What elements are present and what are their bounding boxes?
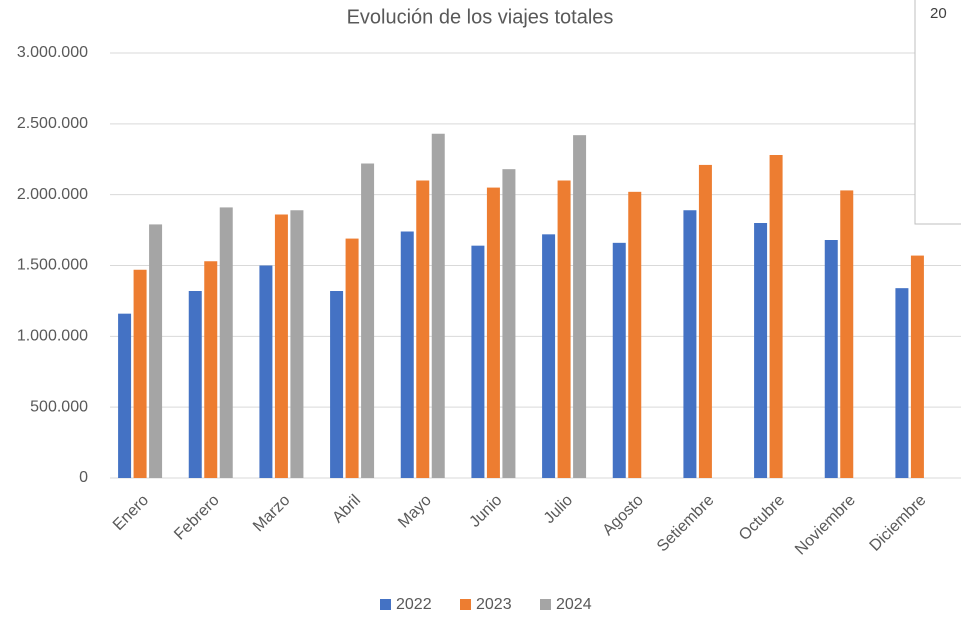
bar [431, 133, 445, 478]
x-tick-label: Febrero [171, 492, 223, 544]
bar [840, 190, 854, 478]
bar [259, 265, 273, 478]
x-tick-label: Noviembre [792, 492, 859, 559]
y-tick-label: 2.500.000 [17, 115, 88, 132]
y-tick-label: 0 [79, 469, 88, 486]
legend-swatch [380, 599, 391, 610]
bar [400, 231, 414, 478]
bar [557, 180, 571, 478]
legend-label: 2023 [476, 596, 512, 613]
bar [502, 169, 516, 478]
legend-swatch [460, 599, 471, 610]
bar [769, 155, 783, 478]
bar [612, 242, 626, 478]
bar [683, 210, 697, 478]
overlay-text: 20 [930, 5, 947, 22]
bar [573, 135, 587, 478]
bar [219, 207, 233, 478]
legend-swatch [540, 599, 551, 610]
bar [698, 164, 712, 478]
y-tick-label: 2.000.000 [17, 186, 88, 203]
bar [895, 288, 909, 478]
legend-label: 2022 [396, 596, 432, 613]
bar [118, 313, 132, 478]
x-tick-label: Diciembre [867, 492, 930, 555]
x-tick-label: Enero [110, 492, 152, 534]
bar [361, 163, 375, 478]
legend-label: 2024 [556, 596, 592, 613]
bar [754, 223, 768, 478]
x-tick-label: Octubre [736, 492, 788, 544]
bar [188, 291, 202, 478]
x-tick-label: Setiembre [654, 492, 718, 556]
y-tick-label: 1.500.000 [17, 257, 88, 274]
x-tick-label: Marzo [250, 492, 294, 536]
x-tick-label: Abril [329, 492, 364, 527]
bar [149, 224, 163, 478]
bar [542, 234, 556, 478]
bar [824, 240, 838, 478]
y-tick-label: 500.000 [30, 398, 88, 415]
bar [290, 210, 304, 478]
bar [486, 187, 500, 479]
bar [330, 291, 344, 478]
y-tick-label: 1.000.000 [17, 328, 88, 345]
x-tick-label: Agosto [600, 492, 647, 539]
bar [910, 255, 924, 478]
x-tick-label: Julio [541, 492, 576, 527]
bar [416, 180, 430, 478]
overlay-box [914, 0, 961, 225]
bar [274, 214, 288, 478]
bar [628, 191, 642, 479]
chart-title: Evolución de los viajes totales [347, 6, 614, 28]
x-tick-label: Mayo [395, 492, 435, 532]
bar [345, 238, 359, 478]
bar [204, 261, 218, 478]
bar [133, 269, 147, 478]
bar [471, 245, 485, 478]
y-tick-label: 3.000.000 [17, 44, 88, 61]
x-tick-label: Junio [466, 492, 505, 531]
